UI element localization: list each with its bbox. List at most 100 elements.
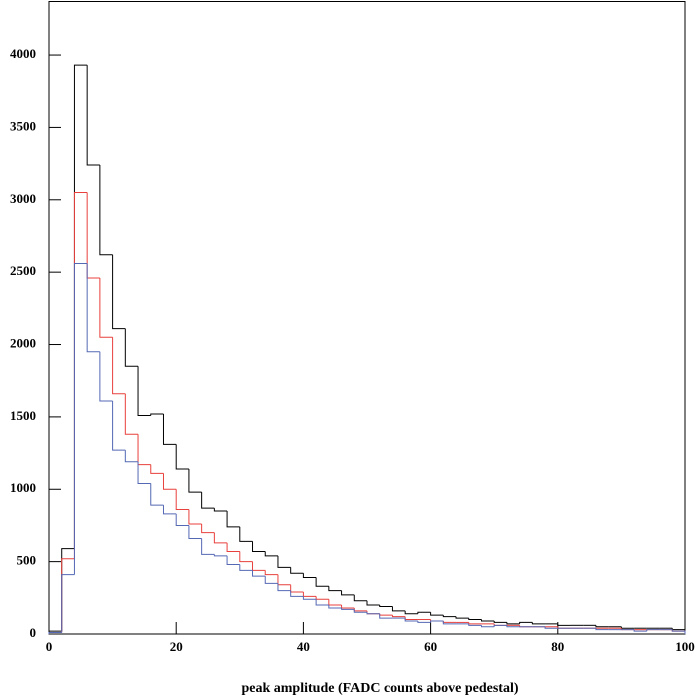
histogram-bin	[404, 618, 418, 622]
histogram-bin	[620, 626, 635, 629]
histogram-bin	[595, 625, 609, 628]
histogram-bin	[404, 616, 418, 621]
histogram-bin	[302, 596, 317, 600]
histogram-bin	[252, 541, 266, 552]
histogram-bin	[442, 615, 457, 618]
histogram-bin	[137, 461, 151, 484]
histogram-bin	[366, 600, 380, 606]
histogram-bin	[442, 620, 457, 625]
histogram-bin	[239, 551, 253, 563]
histogram-bin	[430, 620, 444, 623]
histogram-bin	[379, 613, 393, 616]
y-tick-label: 2500	[10, 263, 36, 278]
histogram-bin	[671, 629, 686, 634]
histogram-bin	[99, 351, 113, 402]
histogram-bin	[175, 513, 189, 526]
histogram-bin	[239, 526, 253, 542]
histogram-bin	[315, 599, 329, 606]
histogram-bin	[302, 573, 317, 579]
histogram-bin	[302, 592, 317, 597]
histogram-bin	[379, 613, 393, 619]
histogram-bin	[150, 483, 164, 506]
histogram-bin	[315, 577, 329, 587]
histogram-bin	[252, 561, 266, 571]
y-tick-label: 3000	[10, 191, 36, 206]
histogram-bin	[455, 616, 469, 619]
histogram-bin	[252, 570, 266, 577]
histogram-bin	[391, 606, 406, 612]
histogram-bin	[328, 586, 342, 592]
histogram-bin	[557, 623, 571, 626]
histogram-bin	[315, 596, 329, 600]
histogram-bin	[86, 65, 100, 166]
histogram-bin	[188, 525, 202, 539]
histogram-bin	[201, 538, 215, 555]
histogram-bin	[73, 64, 88, 549]
y-tick-label: 500	[17, 553, 37, 568]
y-tick-label: 4000	[10, 46, 36, 61]
histogram-bin	[480, 619, 495, 622]
histogram-bin	[353, 609, 367, 613]
histogram-bin	[124, 450, 139, 463]
histogram-bin	[86, 192, 100, 279]
histogram-bin	[264, 576, 278, 584]
histogram-bin	[417, 620, 431, 623]
histogram-bin	[379, 605, 393, 607]
histogram-bin	[124, 328, 139, 367]
histogram-bin	[175, 489, 189, 511]
histogram-bin	[162, 473, 177, 490]
histogram-bin	[493, 624, 507, 627]
histogram-bin	[226, 555, 240, 566]
histogram-bin	[290, 567, 304, 574]
histogram-bin	[468, 622, 482, 625]
histogram-bin	[162, 505, 177, 515]
histogram-bin	[353, 607, 367, 612]
histogram-bin	[506, 625, 520, 628]
histogram-bin	[112, 337, 126, 395]
histogram-bin	[213, 554, 228, 557]
x-tick-label: 80	[551, 639, 564, 654]
histogram-bin	[633, 629, 647, 632]
y-tick-label: 1000	[10, 480, 36, 495]
histogram-bin	[480, 625, 495, 628]
histogram-bin	[442, 620, 457, 623]
histogram-bin	[124, 393, 139, 435]
histogram-bin	[61, 548, 75, 632]
histogram-bin	[544, 626, 558, 629]
histogram-bin	[519, 621, 533, 624]
histogram-bin	[226, 542, 240, 552]
histogram-bin	[595, 628, 609, 631]
histogram-bin	[404, 610, 418, 615]
histogram-bin	[48, 632, 62, 634]
histogram-bin	[188, 509, 202, 525]
histogram-bin	[353, 594, 367, 602]
histogram-bin	[188, 469, 202, 493]
histogram-bin	[328, 599, 342, 606]
histogram-bin	[277, 574, 291, 586]
histogram-bin	[531, 622, 546, 625]
y-tick-label: 0	[30, 625, 37, 640]
histogram-bin	[328, 605, 342, 609]
x-tick-label: 20	[170, 639, 183, 654]
histogram-bin	[213, 508, 228, 512]
histogram-bin	[366, 612, 380, 615]
histogram-bin	[239, 564, 253, 571]
y-tick-label: 2000	[10, 336, 36, 351]
histogram-bin	[506, 622, 520, 625]
histogram-bin	[61, 574, 75, 633]
histogram-bin	[264, 570, 278, 576]
histogram-bin	[277, 583, 291, 592]
histogram-bin	[99, 165, 113, 256]
x-axis-label: peak amplitude (FADC counts above pedest…	[241, 681, 518, 696]
histogram-bin	[468, 623, 482, 626]
histogram-bin	[137, 434, 151, 466]
plot-frame	[48, 1, 686, 635]
histogram-bin	[201, 524, 215, 534]
histogram-bin	[162, 414, 177, 445]
x-tick-label: 0	[46, 639, 53, 654]
histogram-bin	[99, 277, 113, 338]
histogram-bin	[264, 551, 278, 557]
y-tick-label: 1500	[10, 408, 36, 423]
histogram-bin	[290, 590, 304, 597]
